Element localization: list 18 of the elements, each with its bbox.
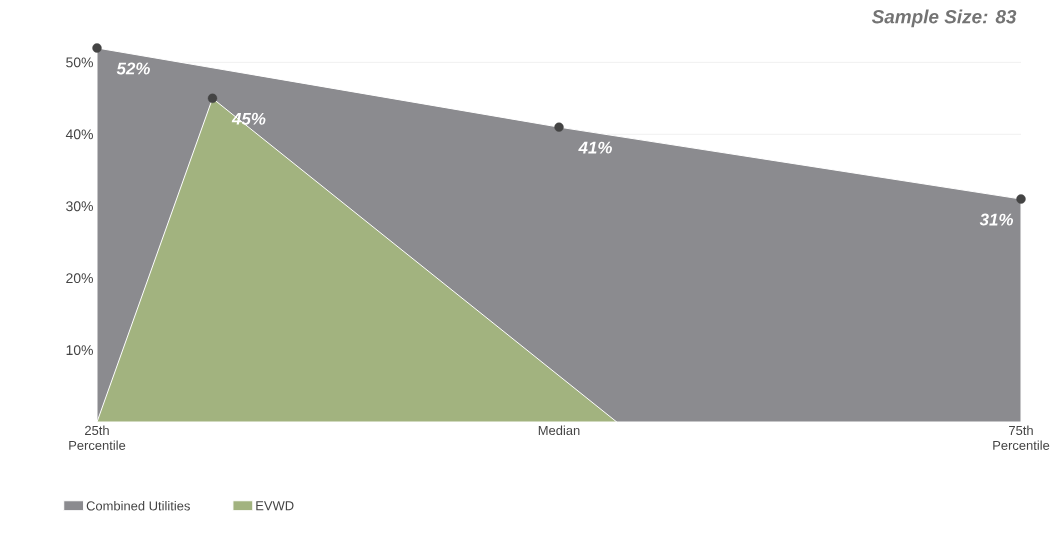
y-tick-label: 20%	[66, 273, 93, 284]
point	[554, 122, 564, 132]
chart-title: Sample Size: 83	[871, 9, 1017, 28]
x-tick-label: 75th Percentile	[993, 425, 1050, 450]
legend-label: EVWD	[256, 501, 294, 511]
point	[207, 93, 218, 104]
y-tick-label: 10%	[66, 345, 93, 356]
data-label: 52%	[116, 62, 150, 75]
point	[1016, 194, 1026, 204]
x-tick-label: 25th Percentile	[69, 425, 126, 450]
y-tick-label: 30%	[66, 201, 93, 212]
point	[92, 43, 102, 53]
data-label: 41%	[578, 141, 612, 154]
x-tick-label: Median	[538, 425, 580, 436]
y-tick-label: 50%	[66, 57, 93, 68]
data-label: 31%	[979, 213, 1014, 226]
y-tick-label: 40%	[65, 129, 93, 140]
legend-label: Combined Utilities	[86, 500, 190, 511]
